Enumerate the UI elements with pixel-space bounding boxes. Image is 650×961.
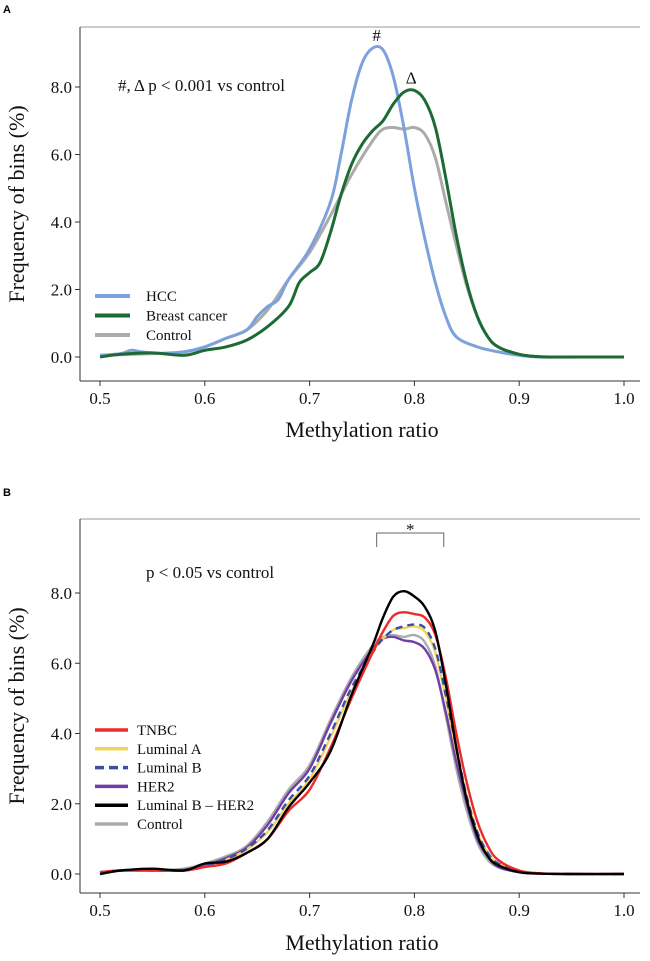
x-tick-label: 0.6: [194, 389, 215, 408]
y-tick-label: 6.0: [51, 146, 72, 165]
y-tick-label: 6.0: [51, 654, 72, 673]
legend-label: HER2: [137, 779, 175, 795]
panel-a-chart: 0.0 2.0 4.0 6.0 8.0 0.5 0.6 0.7 0.8 0.9 1.0 Methyla…: [4, 26, 640, 442]
series-line-breast-cancer: [99, 88, 625, 359]
x-tick-label: 0.7: [299, 901, 321, 920]
legend-label: Luminal B – HER2: [137, 798, 254, 814]
peak-marker: #: [372, 26, 381, 45]
y-tick-label: 4.0: [51, 725, 72, 744]
x-tick-label: 0.6: [194, 901, 215, 920]
x-tick-label: 0.9: [509, 901, 530, 920]
panel-letter-a: A: [3, 4, 11, 16]
significance-annotation: p < 0.05 vs control: [146, 563, 274, 582]
legend-label: TNBC: [137, 723, 177, 739]
legend-label: Control: [137, 817, 183, 833]
y-tick-label: 2.0: [51, 281, 72, 300]
y-tick-label: 8.0: [51, 584, 72, 603]
x-tick-label: 0.9: [509, 389, 530, 408]
x-tick-label: 0.5: [89, 901, 110, 920]
x-tick-label: 0.8: [404, 389, 425, 408]
series-line-luminal-b-her2: [99, 590, 625, 876]
x-tick-label: 0.7: [299, 389, 321, 408]
panel-b-chart: 0.0 2.0 4.0 6.0 8.0 0.5 0.6 0.7 0.8 0.9 1.0 Methyla…: [4, 518, 640, 955]
series-line-control: [99, 633, 625, 876]
x-tick-label: 0.8: [404, 901, 425, 920]
x-axis-label: Methylation ratio: [285, 417, 438, 442]
x-axis-label: Methylation ratio: [285, 930, 438, 955]
series-line-hcc: [99, 44, 624, 359]
series-line-tnbc: [99, 611, 625, 876]
legend-label: Breast cancer: [146, 309, 227, 325]
significance-asterisk: *: [406, 520, 415, 539]
y-tick-label: 8.0: [51, 78, 72, 97]
x-tick-label: 1.0: [613, 389, 634, 408]
y-tick-label: 0.0: [51, 865, 72, 884]
significance-bracket: [376, 532, 445, 547]
panel-letter-b: B: [3, 487, 11, 499]
y-tick-label: 0.0: [51, 348, 72, 367]
legend-label: Luminal B: [137, 761, 202, 777]
legend-label: Control: [146, 328, 192, 344]
x-tick-label: 1.0: [613, 901, 634, 920]
x-tick-label: 0.5: [89, 389, 110, 408]
y-tick-label: 4.0: [51, 213, 72, 232]
legend-label: HCC: [146, 289, 177, 305]
y-axis-label: Frequency of bins (%): [4, 607, 29, 804]
legend-label: Luminal A: [137, 742, 202, 758]
significance-annotation: #, Δ p < 0.001 vs control: [118, 76, 285, 95]
y-tick-label: 2.0: [51, 795, 72, 814]
peak-marker: Δ: [406, 68, 417, 87]
y-axis-label: Frequency of bins (%): [4, 105, 29, 302]
